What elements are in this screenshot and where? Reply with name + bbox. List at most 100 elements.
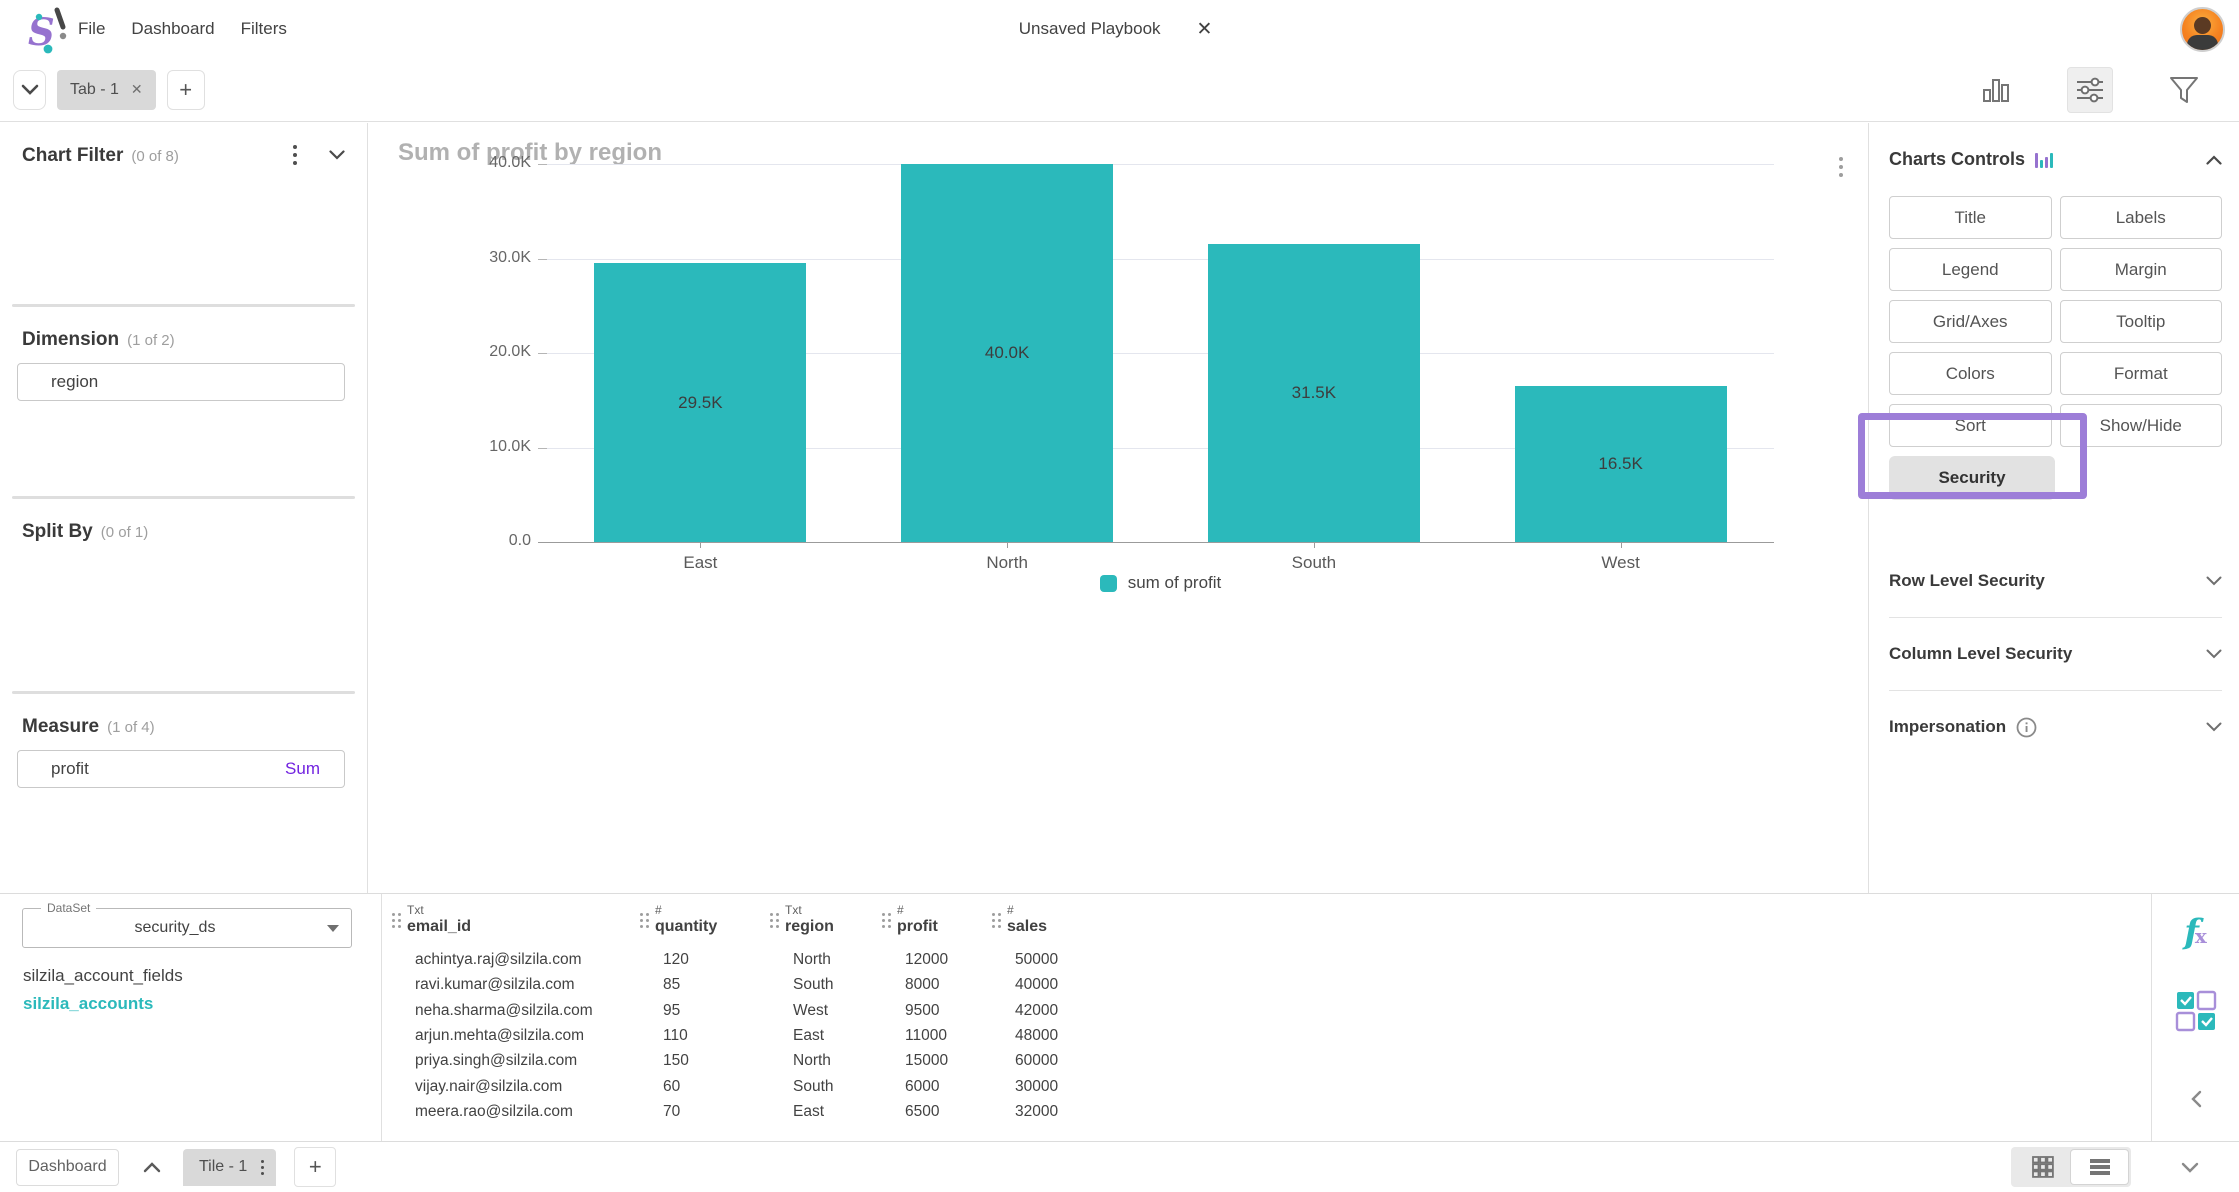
user-avatar[interactable] <box>2180 7 2225 52</box>
column-name: sales <box>1007 917 1048 935</box>
add-tile-button[interactable]: + <box>294 1147 337 1187</box>
column-name: email_id <box>407 917 472 935</box>
column-header-quantity[interactable]: # quantity <box>640 903 770 936</box>
drag-handle-icon[interactable] <box>770 912 779 928</box>
chevron-down-icon <box>21 84 38 95</box>
control-button-labels[interactable]: Labels <box>2059 196 2222 239</box>
table-cell: 12000 <box>905 950 949 968</box>
accordion-label: Impersonation <box>1889 717 2007 736</box>
control-button-colors[interactable]: Colors <box>1889 352 2052 395</box>
measure-chip-profit[interactable]: profit Sum <box>17 750 345 788</box>
dataset-select[interactable]: DataSet security_ds <box>22 901 352 948</box>
sliders-icon <box>2077 77 2103 103</box>
menu-filters[interactable]: Filters <box>240 19 287 38</box>
measure-aggregation[interactable]: Sum <box>285 759 320 778</box>
y-axis-tick <box>538 447 547 449</box>
table-cell: 8000 <box>905 976 940 994</box>
funnel-icon <box>2170 77 2198 103</box>
drag-handle-icon[interactable] <box>992 912 1001 928</box>
column-header-sales[interactable]: # sales <box>992 903 1115 936</box>
control-button-margin[interactable]: Margin <box>2059 248 2222 291</box>
collapse-up-button[interactable] <box>143 1161 161 1173</box>
grid-icon <box>2031 1156 2054 1178</box>
tab-close-icon[interactable]: ✕ <box>130 81 143 97</box>
info-icon[interactable] <box>2016 717 2037 738</box>
dashboard-button[interactable]: Dashboard <box>16 1148 119 1186</box>
chart-plot: 0.0 10.0K 20.0K 30.0K 40.0K 29.5K East 40.0K Nor… <box>489 154 1774 572</box>
table-cell: 9500 <box>905 1001 940 1019</box>
dimension-chip-region[interactable]: region <box>17 363 345 401</box>
accordion-impersonation[interactable]: Impersonation <box>1889 690 2222 763</box>
tab-1[interactable]: Tab - 1 ✕ <box>57 69 156 110</box>
drag-handle-icon[interactable] <box>640 912 649 928</box>
control-button-show-hide[interactable]: Show/Hide <box>2059 404 2222 447</box>
charts-view-button[interactable] <box>1973 67 2019 113</box>
chevron-left-icon[interactable] <box>2190 1090 2202 1108</box>
chevron-up-icon[interactable] <box>2206 154 2222 165</box>
table-cell: vijay.nair@silzila.com <box>415 1077 563 1095</box>
y-axis-label: 20.0K <box>489 343 531 360</box>
chevron-down-icon[interactable] <box>2206 576 2222 586</box>
tile-menu-icon[interactable] <box>259 1158 266 1177</box>
chart-controls-button[interactable] <box>2067 67 2113 113</box>
column-header-profit[interactable]: # profit <box>882 903 992 936</box>
function-fx-icon[interactable]: fx <box>2184 912 2207 952</box>
main-menu: File Dashboard Filters <box>78 19 287 39</box>
menu-dashboard[interactable]: Dashboard <box>131 19 215 38</box>
measure-section: Measure (1 of 4) profit Sum <box>0 694 367 893</box>
table-row: ravi.kumar@silzila.com 85 South 8000 40000 <box>392 973 2151 998</box>
y-axis-label: 0.0 <box>508 532 531 549</box>
table-cell: West <box>793 1001 829 1019</box>
accordion-row-level-security[interactable]: Row Level Security <box>1889 544 2222 617</box>
bar-west[interactable] <box>1514 386 1727 542</box>
chevron-down-icon[interactable] <box>329 150 345 160</box>
chart-legend[interactable]: sum of profit <box>547 573 1774 593</box>
tabs-dropdown-button[interactable] <box>13 69 46 110</box>
close-playbook-icon[interactable]: ✕ <box>1196 18 1213 40</box>
tab-bar: Tab - 1 ✕ + <box>0 58 2239 122</box>
dimension-chip-label: region <box>51 372 99 391</box>
table-cell: 11000 <box>905 1027 947 1045</box>
table-body: achintya.raj@silzila.com 120 North 12000 500… <box>392 947 2151 1125</box>
column-header-region[interactable]: Txt region <box>770 903 882 936</box>
grid-view-button[interactable] <box>2014 1150 2071 1184</box>
tile-1-tab[interactable]: Tile - 1 <box>183 1148 277 1186</box>
chevron-down-icon[interactable] <box>2206 649 2222 659</box>
dataset-table-silzila_account_fields[interactable]: silzila_account_fields <box>23 966 183 985</box>
table-cell: 110 <box>663 1027 688 1045</box>
column-select-grid-icon[interactable] <box>2175 990 2217 1032</box>
control-button-grid-axes[interactable]: Grid/Axes <box>1889 300 2052 343</box>
table-cell: East <box>793 1103 825 1121</box>
bar-value-label: 40.0K <box>984 343 1030 362</box>
avatar-body <box>2187 35 2218 50</box>
control-button-tooltip[interactable]: Tooltip <box>2059 300 2222 343</box>
dataset-selector-area: DataSet security_ds silzila_account_fiel… <box>0 894 382 1141</box>
tile-1-label: Tile - 1 <box>199 1158 248 1175</box>
bar-south[interactable] <box>1207 244 1420 542</box>
split-by-section: Split By (0 of 1) <box>0 499 367 691</box>
security-button[interactable]: Security <box>1889 456 2055 500</box>
drag-handle-icon[interactable] <box>392 912 401 928</box>
column-header-email_id[interactable]: Txt email_id <box>392 903 640 936</box>
chevron-down-icon[interactable] <box>2181 1162 2199 1173</box>
chart-filter-menu-icon[interactable] <box>291 143 299 167</box>
chart-config-panel: Chart Filter (0 of 8) Dimension (1 of 2)… <box>0 123 368 893</box>
drag-handle-icon[interactable] <box>882 912 891 928</box>
column-name: quantity <box>655 917 718 935</box>
control-button-title[interactable]: Title <box>1889 196 2052 239</box>
add-tab-button[interactable]: + <box>166 69 205 110</box>
chart-options-menu-icon[interactable] <box>1837 155 1845 179</box>
menu-file[interactable]: File <box>78 19 106 38</box>
bar-north[interactable] <box>901 164 1114 542</box>
control-button-format[interactable]: Format <box>2059 352 2222 395</box>
bar-east[interactable] <box>594 263 807 542</box>
table-cell: North <box>793 950 831 968</box>
filters-view-button[interactable] <box>2161 67 2207 113</box>
control-button-sort[interactable]: Sort <box>1889 404 2052 447</box>
list-view-button[interactable] <box>2071 1150 2128 1184</box>
dataset-table-silzila_accounts[interactable]: silzila_accounts <box>23 994 154 1013</box>
chevron-down-icon[interactable] <box>2206 722 2222 732</box>
control-button-legend[interactable]: Legend <box>1889 248 2052 291</box>
accordion-column-level-security[interactable]: Column Level Security <box>1889 617 2222 690</box>
table-cell: 15000 <box>905 1052 949 1070</box>
